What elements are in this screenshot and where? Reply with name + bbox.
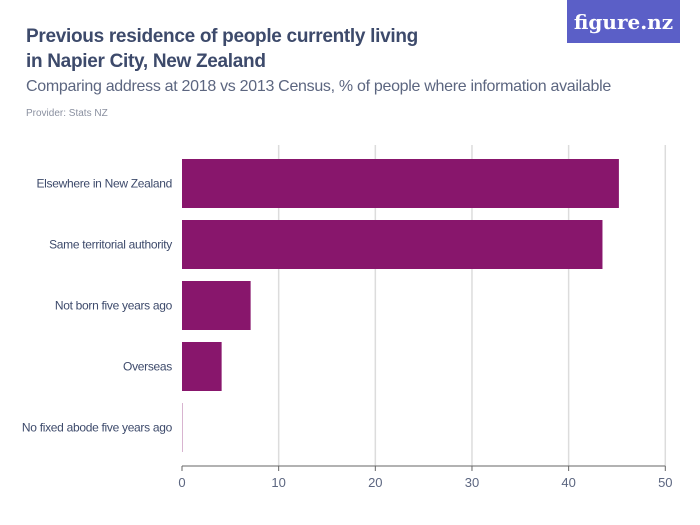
x-tick-label: 20 bbox=[368, 475, 382, 490]
chart-subtitle: Comparing address at 2018 vs 2013 Census… bbox=[26, 78, 611, 95]
bar bbox=[182, 403, 183, 452]
category-label: Same territorial authority bbox=[49, 238, 172, 252]
x-tick-label: 30 bbox=[465, 475, 479, 490]
category-label: No fixed abode five years ago bbox=[22, 421, 173, 435]
x-tick-label: 40 bbox=[561, 475, 575, 490]
bar bbox=[182, 342, 222, 391]
chart-title: Previous residence of people currently l… bbox=[26, 26, 418, 72]
x-tick-label: 10 bbox=[271, 475, 285, 490]
bar bbox=[182, 220, 603, 269]
x-tick-label: 0 bbox=[178, 475, 185, 490]
figure-nz-logo[interactable]: figure.nz bbox=[567, 0, 680, 43]
category-label: Overseas bbox=[123, 360, 172, 374]
category-label: Not born five years ago bbox=[55, 299, 173, 313]
category-label: Elsewhere in New Zealand bbox=[36, 177, 172, 191]
provider-label: Provider: Stats NZ bbox=[26, 108, 108, 119]
bar bbox=[182, 281, 251, 330]
x-tick-label: 50 bbox=[658, 475, 672, 490]
bar bbox=[182, 159, 619, 208]
